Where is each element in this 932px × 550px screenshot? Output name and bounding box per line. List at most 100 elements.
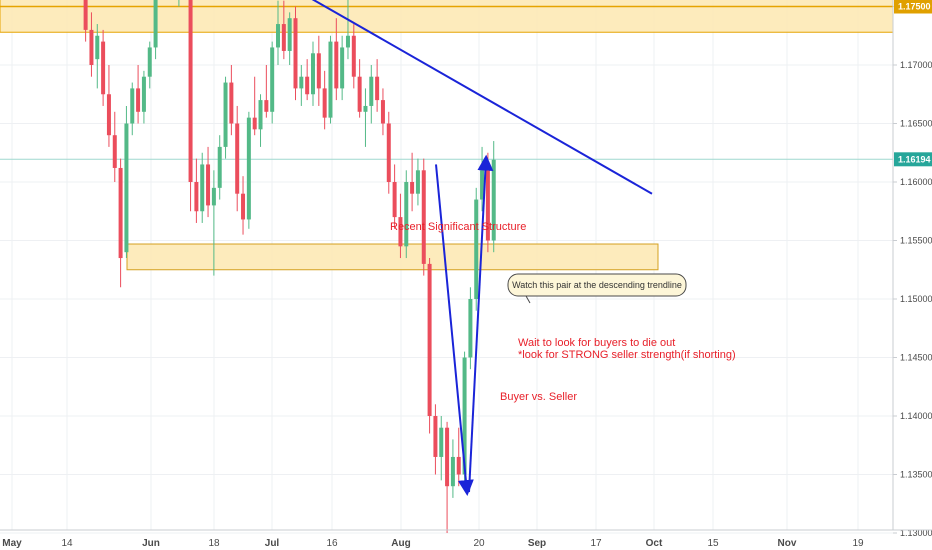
candle [235, 105, 240, 212]
x-tick-label: Jul [265, 538, 280, 549]
candle-body [211, 187, 216, 206]
candle-body [369, 76, 374, 106]
candle [130, 82, 135, 136]
candle-body [392, 182, 397, 218]
candle-body [427, 263, 432, 416]
candle-body [450, 456, 455, 487]
price-tag-bg [894, 152, 932, 167]
candle [293, 6, 298, 101]
candle [252, 76, 257, 136]
candle-body [380, 100, 385, 124]
candle [421, 158, 426, 276]
candle [217, 135, 222, 200]
candle-body [89, 29, 94, 65]
x-tick-label: Aug [391, 538, 410, 549]
buyer-seller-label: Buyer vs. Seller [500, 391, 577, 403]
chart-annotations: Recent Significant Structure Wait to loo… [390, 221, 736, 403]
candle [124, 105, 129, 259]
swing-arrows [435, 154, 494, 497]
candle [328, 35, 333, 124]
candle [474, 187, 479, 311]
candle-body [223, 82, 228, 147]
candle [229, 65, 234, 136]
x-tick-label: Oct [646, 538, 663, 549]
candle-body [322, 88, 327, 118]
candle [357, 59, 362, 118]
candle-body [474, 199, 479, 299]
candle-body [345, 35, 350, 48]
candle-body [310, 53, 315, 95]
candle [375, 59, 380, 112]
resistance-zone [0, 0, 894, 33]
price-zones [0, 0, 894, 271]
candle-body [229, 82, 234, 124]
callout-box[interactable]: Watch this pair at the descending trendl… [507, 273, 687, 304]
candle-body [433, 416, 438, 457]
x-tick-label: May [2, 538, 22, 549]
price-axis[interactable]: 1.215001.210001.205001.200001.195001.190… [892, 0, 932, 538]
candle [404, 170, 409, 259]
candle [456, 427, 461, 487]
x-tick-label: 19 [852, 538, 864, 549]
candle-body [456, 456, 461, 475]
candle-body [281, 24, 286, 51]
candle [264, 65, 269, 118]
candle-body [480, 170, 485, 200]
candle-body [299, 76, 304, 89]
candle-body [130, 88, 135, 124]
candle [194, 158, 199, 223]
candle-body [136, 88, 141, 112]
price-tag: 1.17500 [894, 0, 932, 14]
candle-body [415, 170, 420, 194]
candle-body [445, 427, 450, 487]
price-tags: 1.17500 1.16194 [894, 0, 932, 167]
candle [445, 421, 450, 533]
candle-body [264, 100, 269, 112]
candle [322, 70, 327, 130]
candle [270, 41, 275, 124]
candle [136, 65, 141, 124]
time-axis[interactable]: May 14 Jun 18 Jul 16 Aug 20 Sep 17 Oct 15 Nov 19 [0, 529, 932, 549]
candle-body [276, 24, 281, 48]
callout-descending-trendline: Watch this pair at the descending trendl… [512, 280, 682, 290]
x-tick-label: Nov [778, 538, 797, 549]
candle [200, 152, 205, 223]
y-tick-label: 1.13500 [900, 470, 932, 480]
candle [386, 111, 391, 194]
y-tick-label: 1.17000 [900, 60, 932, 70]
x-tick-label: 17 [590, 538, 602, 549]
candle-body [410, 182, 415, 194]
price-tag: 1.16194 [894, 152, 932, 167]
candle-body [305, 76, 310, 95]
candle [439, 416, 444, 481]
candle [147, 41, 152, 89]
candle [95, 24, 100, 89]
candle [410, 152, 415, 212]
candle-body [101, 41, 106, 95]
candle-body [153, 0, 158, 48]
candle-body [334, 41, 339, 89]
candle-body [328, 41, 333, 118]
candle [112, 111, 117, 182]
candle [398, 193, 403, 259]
candle [83, 0, 88, 42]
candle-body [468, 299, 473, 358]
x-tick-label: 20 [473, 538, 485, 549]
candle-body [270, 47, 275, 112]
x-tick-label: 18 [208, 538, 220, 549]
price-tag-label: 1.16194 [898, 154, 931, 164]
candle [276, 0, 281, 65]
candle-body [287, 18, 292, 51]
trendline-segment[interactable] [151, 0, 653, 195]
candle [118, 158, 123, 288]
candle-body [83, 0, 88, 30]
candle-body [217, 146, 222, 188]
candle-body [235, 123, 240, 194]
candle-body [386, 123, 391, 182]
x-tick-label: 16 [326, 538, 338, 549]
candle-body [404, 182, 409, 247]
candle [351, 24, 356, 89]
candle [427, 258, 432, 434]
candle [334, 18, 339, 101]
